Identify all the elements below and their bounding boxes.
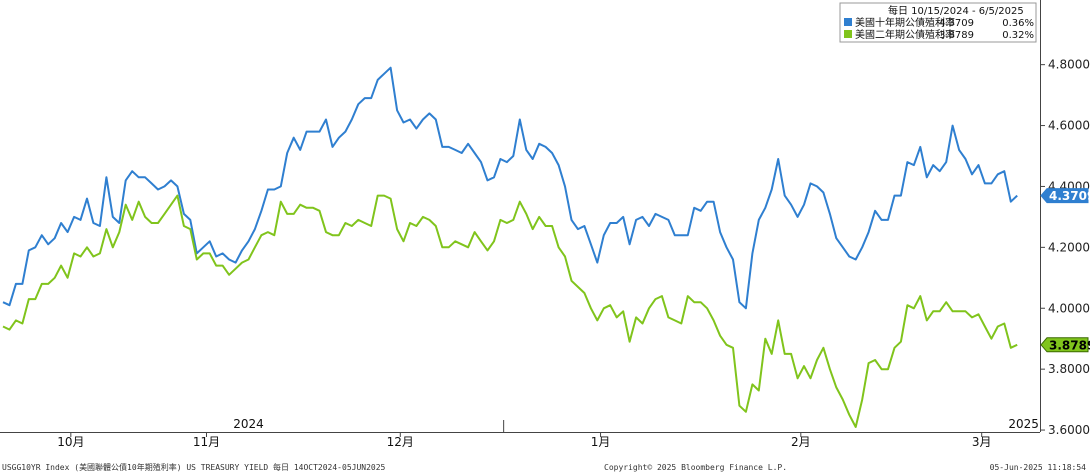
- month-label: 3月: [972, 435, 992, 449]
- y-tick-label: 4.0000: [1048, 301, 1090, 315]
- y-tick-label: 4.6000: [1048, 119, 1090, 133]
- legend-header: 每日 10/15/2024 - 6/5/2025: [888, 4, 1024, 17]
- month-label: 10月: [57, 435, 84, 449]
- tag-shape: [1040, 188, 1089, 204]
- year-label: 2024: [233, 417, 264, 431]
- legend-change-2y: 0.32%: [1002, 30, 1034, 41]
- legend-swatch-10y: [844, 18, 852, 26]
- y-tick-label: 3.6000: [1048, 423, 1090, 437]
- month-label: 2月: [791, 435, 811, 449]
- series-line-2y: [2, 194, 1018, 428]
- y-tick-label: 4.8000: [1048, 58, 1090, 72]
- y-tick-labels: 3.60003.80004.00004.20004.40004.60004.80…: [1048, 58, 1090, 437]
- month-label: 1月: [591, 435, 611, 449]
- footer-center: Copyright© 2025 Bloomberg Finance L.P.: [604, 463, 787, 472]
- last-value-tag-2y: 3.8789: [1040, 337, 1090, 353]
- legend-change-10y: 0.36%: [1002, 18, 1034, 29]
- x-axis-labels: 10月11月12月1月2月3月4月5月20242025: [57, 417, 1039, 449]
- series-lines: [2, 66, 1018, 428]
- legend-swatch-2y: [844, 30, 852, 38]
- legend-label-10y: 美國十年期公債殖利率: [855, 16, 955, 29]
- axes: [0, 0, 1045, 437]
- footer-right: 05-Jun-2025 11:18:54: [990, 463, 1087, 472]
- legend-last-10y: 4.3709: [939, 18, 974, 29]
- last-value-tags: 4.3709 3.8789: [1040, 188, 1090, 353]
- tag-shape: [1040, 337, 1089, 353]
- legend-label-2y: 美國二年期公債殖利率: [855, 28, 955, 41]
- year-label: 2025: [1008, 417, 1039, 431]
- legend-last-2y: 3.8789: [939, 30, 974, 41]
- month-label: 12月: [387, 435, 414, 449]
- tag-value: 4.3709: [1049, 189, 1090, 203]
- tag-value: 3.8789: [1049, 338, 1090, 352]
- footer: USGG10YR Index (美國聯體公債10年期殖利率) US TREASU…: [2, 462, 1086, 472]
- y-tick-label: 4.2000: [1048, 240, 1090, 254]
- month-label: 11月: [193, 435, 220, 449]
- last-value-tag-10y: 4.3709: [1040, 188, 1090, 204]
- legend-box: [839, 2, 1037, 43]
- y-tick-label: 3.8000: [1048, 362, 1090, 376]
- series-line-10y: [2, 66, 1018, 310]
- legend: 每日 10/15/2024 - 6/5/2025 美國十年期公債殖利率 4.37…: [839, 2, 1037, 43]
- footer-left: USGG10YR Index (美國聯體公債10年期殖利率) US TREASU…: [2, 462, 386, 472]
